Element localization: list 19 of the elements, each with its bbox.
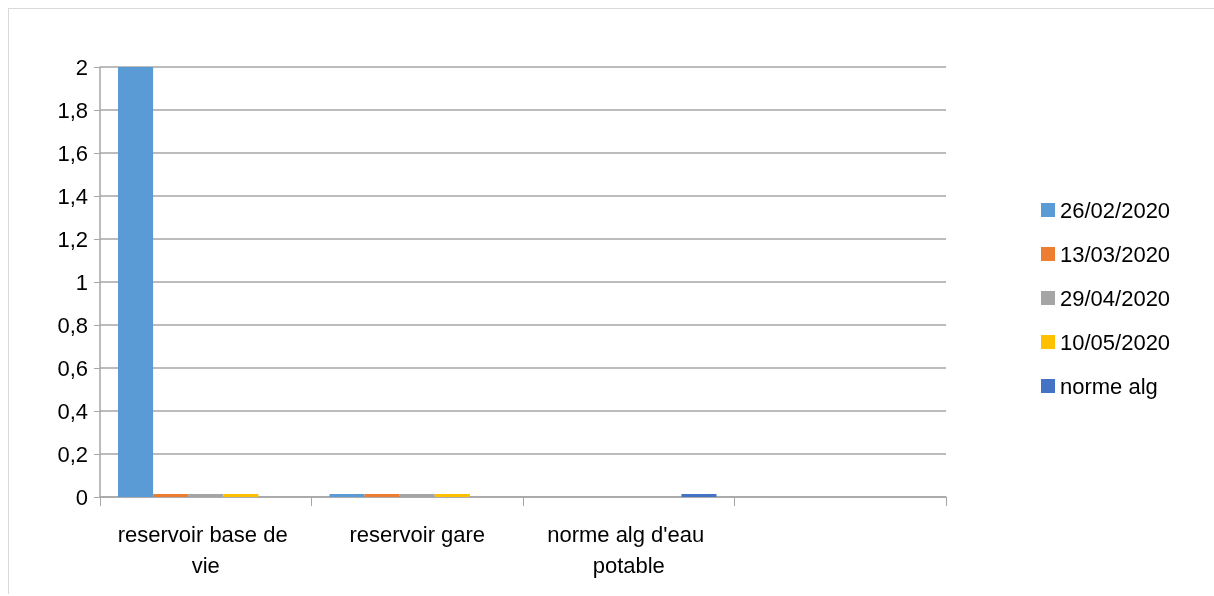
legend-label: 26/02/2020 [1060,197,1171,223]
y-tick-label: 0,4 [57,398,88,424]
x-tick-label: norme alg d'eau potable [547,522,711,578]
y-tick-label: 0,6 [57,355,88,381]
y-tick-label: 0,8 [57,312,88,338]
x-tick-label: reservoir gare [349,522,486,547]
legend-label: norme alg [1060,373,1158,399]
y-tick-label: 0,2 [57,441,88,467]
x-tick-label: reservoir base de vie [117,522,294,578]
y-tick-label: 0 [75,484,88,510]
legend-label: 13/03/2020 [1060,241,1171,267]
y-tick-label: 2 [75,54,88,80]
legend-label: 10/05/2020 [1060,329,1171,355]
y-tick-label: 1 [75,269,88,295]
y-tick-label: 1,6 [57,140,88,166]
y-tick-label: 1,2 [57,226,88,252]
legend-label: 29/04/2020 [1060,285,1171,311]
y-tick-label: 1,4 [57,183,88,209]
y-tick-label: 1,8 [57,97,88,123]
